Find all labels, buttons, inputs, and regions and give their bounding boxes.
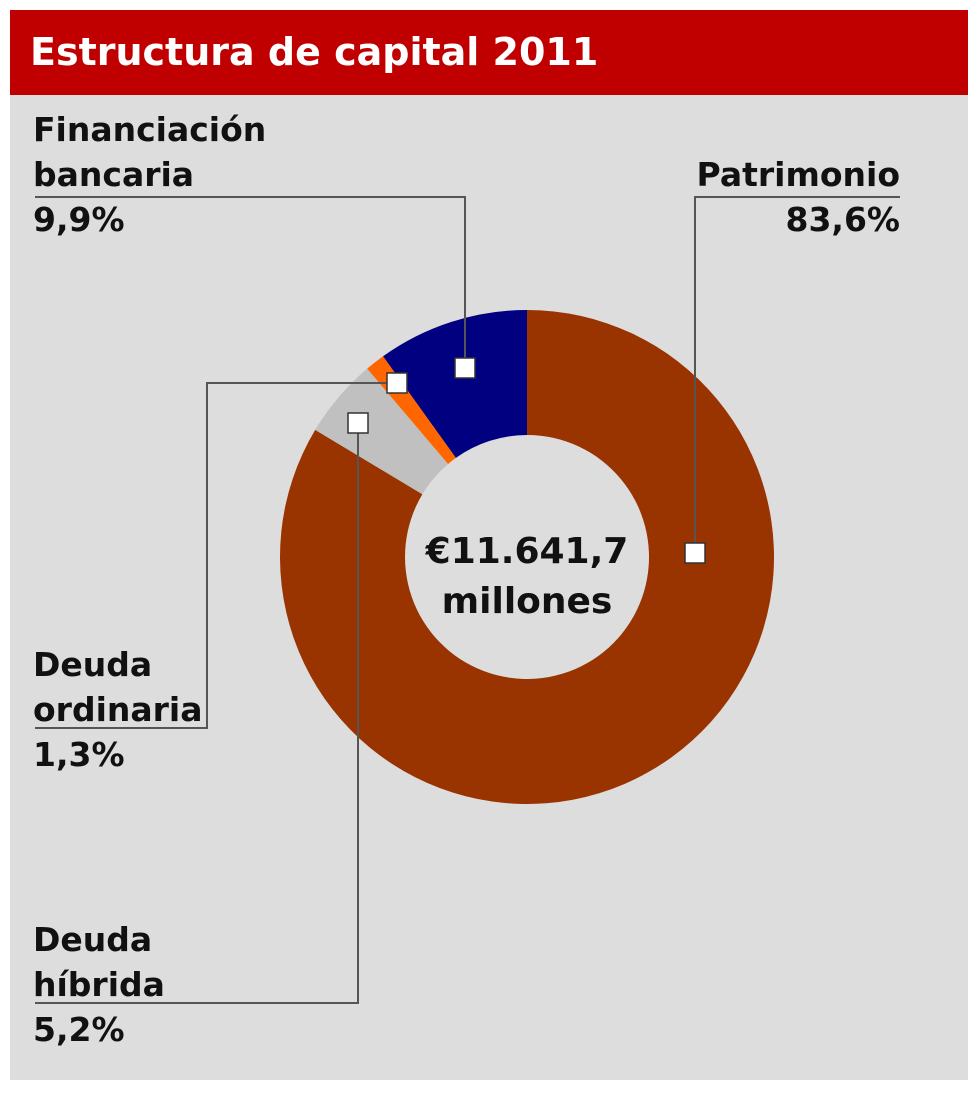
- leader-line: [35, 382, 397, 729]
- donut-slice: [383, 310, 527, 458]
- label-marker: [454, 357, 476, 379]
- slice-label: Financiación bancaria: [33, 110, 267, 194]
- label-marker: [684, 542, 706, 564]
- leader-line: [35, 196, 466, 368]
- leader-lines: [35, 196, 900, 1004]
- label-marker: [386, 372, 408, 394]
- label-marker: [347, 412, 369, 434]
- value-label: 83,6%: [785, 200, 901, 239]
- chart-title: Estructura de capital 2011: [30, 30, 599, 74]
- donut-slice: [315, 368, 449, 495]
- donut-slice: [280, 310, 774, 804]
- value-label: 9,9%: [33, 200, 125, 239]
- leader-line: [694, 196, 900, 553]
- slice-label: Deuda ordinaria: [33, 645, 203, 729]
- header-bar: [10, 10, 968, 95]
- slice-label: Patrimonio: [696, 155, 900, 194]
- value-label: 5,2%: [33, 1010, 125, 1049]
- panel: [10, 10, 968, 1080]
- slice-label: Deuda híbrida: [33, 920, 165, 1004]
- leader-line: [35, 423, 359, 1004]
- value-label: 1,3%: [33, 735, 125, 774]
- center-label: €11.641,7 millones: [425, 531, 629, 622]
